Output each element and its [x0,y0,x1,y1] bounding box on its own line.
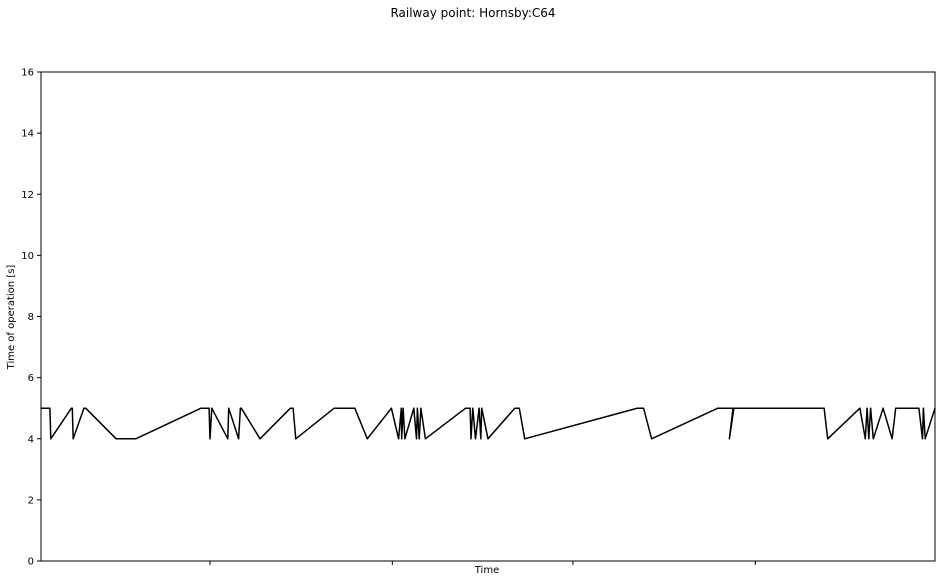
data-point [209,438,211,440]
data-point [469,407,471,409]
data-point [292,407,294,409]
chart-title: Railway point: Hornsby:C64 [390,6,555,20]
data-point [390,407,393,409]
data-point [71,407,73,409]
data-point [882,407,884,409]
data-point [921,438,924,440]
data-point [228,407,230,409]
data-point [400,407,402,409]
data-point [823,407,825,409]
data-point [487,438,489,440]
data-point [872,438,874,440]
data-point [859,407,861,409]
data-point [465,407,467,409]
x-axis-label: Time [474,565,499,576]
data-point [415,438,418,440]
y-tick-label: 6 [28,373,34,384]
data-point [514,407,516,409]
data-point [295,438,297,440]
data-point [208,407,210,409]
data-point [416,407,418,409]
data-point [333,407,335,409]
data-point [366,438,368,440]
data-point [827,438,829,440]
data-point [227,438,229,440]
data-point [895,407,897,409]
y-axis: 0 2 4 6 8 10 12 14 16 [21,68,41,568]
data-point [864,438,866,440]
data-point [85,407,87,409]
data-point [717,407,719,409]
series-line [41,407,936,440]
data-point [480,438,482,440]
y-tick-label: 12 [21,190,34,201]
plot-area [40,71,936,562]
data-point [420,407,422,409]
data-point [478,407,480,409]
data-point [636,407,638,409]
data-point [115,438,117,440]
y-tick-label: 8 [28,312,34,323]
data-point [239,407,241,409]
plot-frame [40,71,936,562]
data-point [922,407,924,409]
y-tick-label: 2 [28,495,34,506]
data-point [728,438,730,440]
data-point [240,407,242,409]
data-point [413,407,415,409]
y-tick-label: 16 [21,68,34,79]
data-point [870,407,872,409]
data-point [891,438,893,440]
data-point [50,438,52,440]
x-axis [209,561,756,565]
data-point [70,407,72,409]
data-point [200,407,202,409]
data-point [524,438,526,440]
y-tick-label: 4 [28,434,34,445]
data-point [732,407,734,409]
data-point [642,407,645,409]
data-point [83,407,85,409]
data-point [470,438,472,440]
data-point [418,438,420,440]
y-axis-label: Time of operation [s] [6,265,17,371]
data-point [472,407,474,409]
series-layer [40,407,936,440]
y-tick-label: 14 [21,129,34,140]
data-point [866,407,868,409]
data-point [205,407,207,409]
data-point [72,438,74,440]
data-point [918,407,920,409]
data-point [474,438,477,440]
data-point [402,407,404,409]
data-point [354,407,356,409]
data-point [518,407,520,409]
data-point [237,438,240,440]
data-point [401,438,403,440]
data-point [424,438,427,440]
data-point [868,438,870,440]
data-point [481,407,483,409]
data-point [404,438,406,440]
y-tick-label: 0 [28,557,34,568]
data-point [259,438,261,440]
data-point [733,407,735,409]
data-point [924,438,926,440]
data-point [49,407,51,409]
data-point [651,438,653,440]
data-point [289,407,292,409]
data-point [398,438,400,440]
y-tick-label: 10 [21,251,34,262]
data-point [135,438,137,440]
data-point [211,407,213,409]
